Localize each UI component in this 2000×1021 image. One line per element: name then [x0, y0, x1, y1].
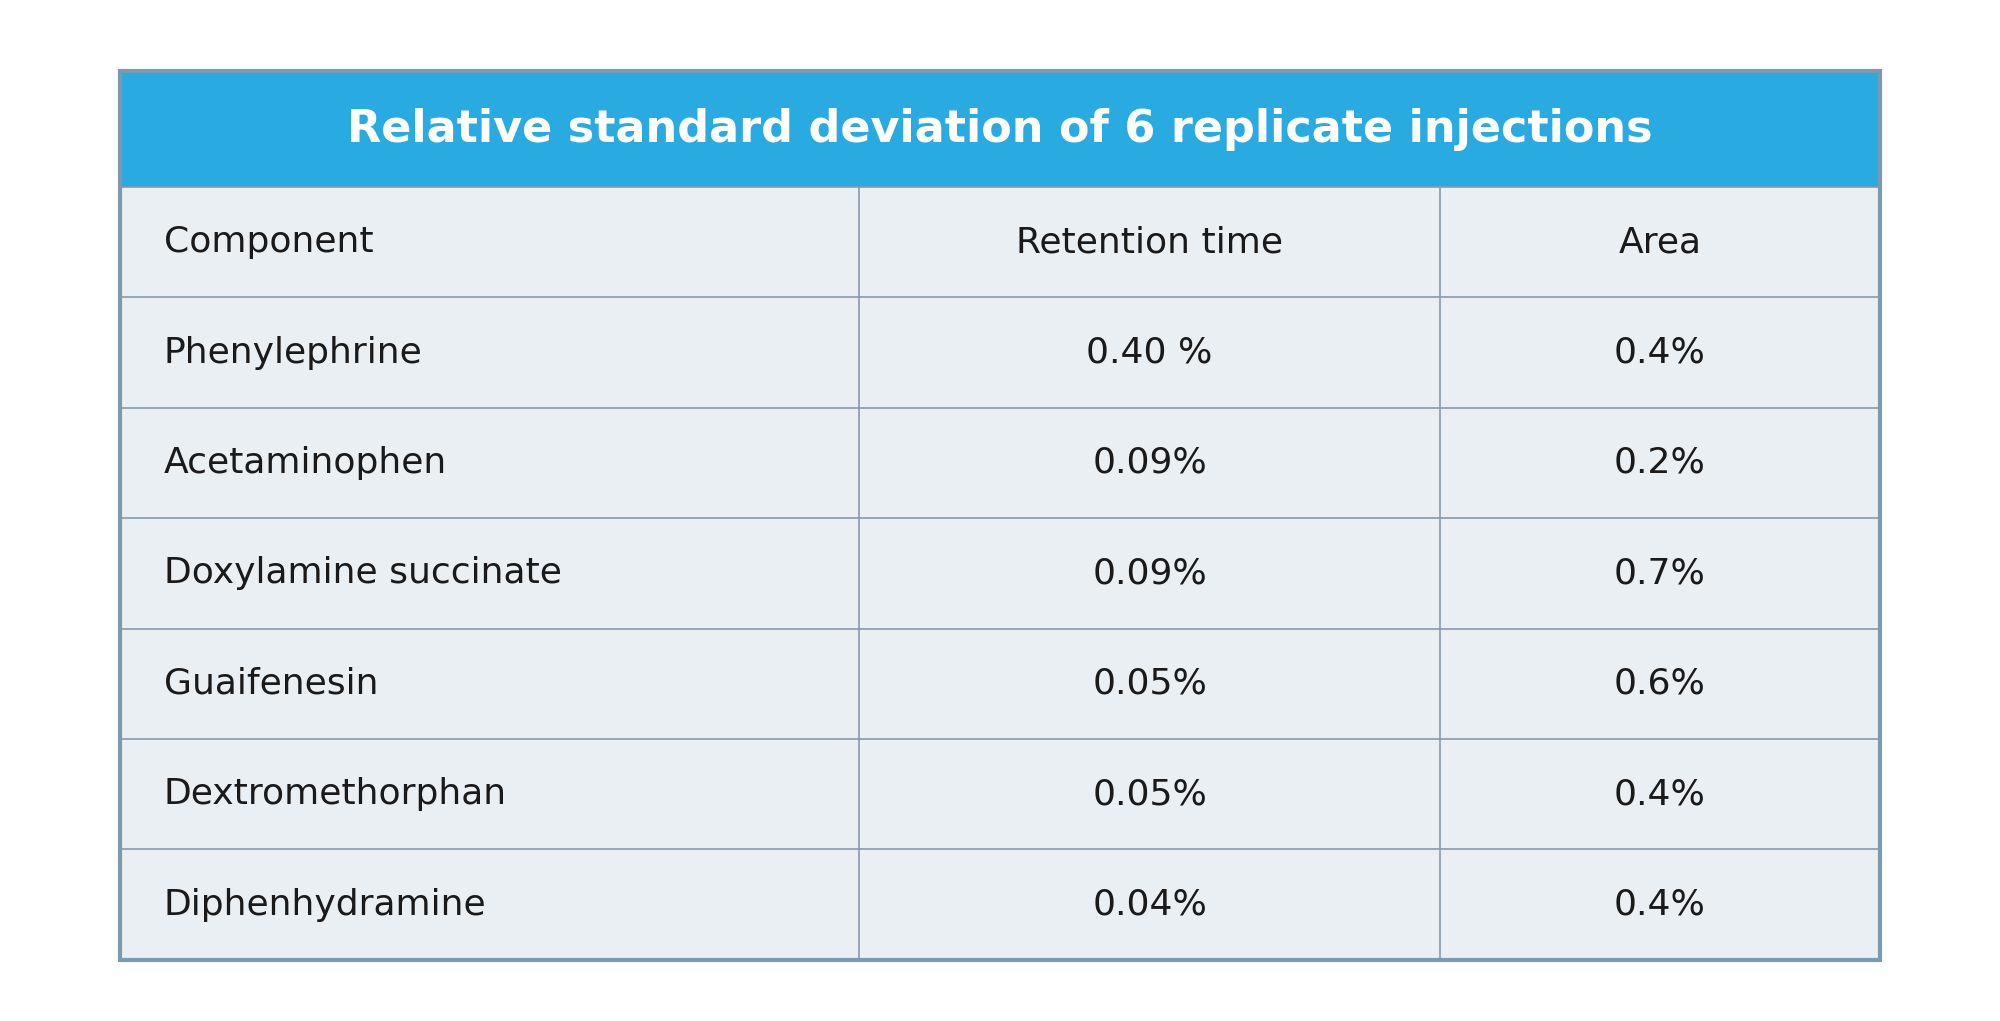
Text: Area: Area	[1618, 226, 1702, 259]
Text: 0.05%: 0.05%	[1092, 667, 1208, 700]
Text: 0.4%: 0.4%	[1614, 887, 1706, 922]
Text: 0.40 %: 0.40 %	[1086, 336, 1212, 370]
Text: 0.09%: 0.09%	[1092, 446, 1206, 480]
Bar	[120, 407, 1880, 518]
Text: Doxylamine succinate: Doxylamine succinate	[164, 556, 562, 590]
Text: 0.05%: 0.05%	[1092, 777, 1208, 811]
Bar	[120, 187, 1880, 297]
Bar	[120, 297, 1880, 407]
Text: 0.4%: 0.4%	[1614, 777, 1706, 811]
Text: 0.2%: 0.2%	[1614, 446, 1706, 480]
Bar	[120, 739, 1880, 849]
Bar	[120, 71, 1880, 187]
Bar	[120, 71, 1880, 960]
Text: 0.6%: 0.6%	[1614, 667, 1706, 700]
Text: 0.7%: 0.7%	[1614, 556, 1706, 590]
Bar	[120, 849, 1880, 960]
Text: Component: Component	[164, 226, 374, 259]
Bar	[120, 629, 1880, 739]
Text: Guaifenesin: Guaifenesin	[164, 667, 378, 700]
Text: Diphenhydramine: Diphenhydramine	[164, 887, 486, 922]
Text: 0.04%: 0.04%	[1092, 887, 1208, 922]
Text: 0.09%: 0.09%	[1092, 556, 1206, 590]
Bar	[120, 518, 1880, 629]
Text: 0.4%: 0.4%	[1614, 336, 1706, 370]
Text: Phenylephrine: Phenylephrine	[164, 336, 422, 370]
Text: Dextromethorphan: Dextromethorphan	[164, 777, 508, 811]
Text: Retention time: Retention time	[1016, 226, 1284, 259]
Text: Acetaminophen: Acetaminophen	[164, 446, 448, 480]
Text: Relative standard deviation of 6 replicate injections: Relative standard deviation of 6 replica…	[348, 107, 1652, 151]
